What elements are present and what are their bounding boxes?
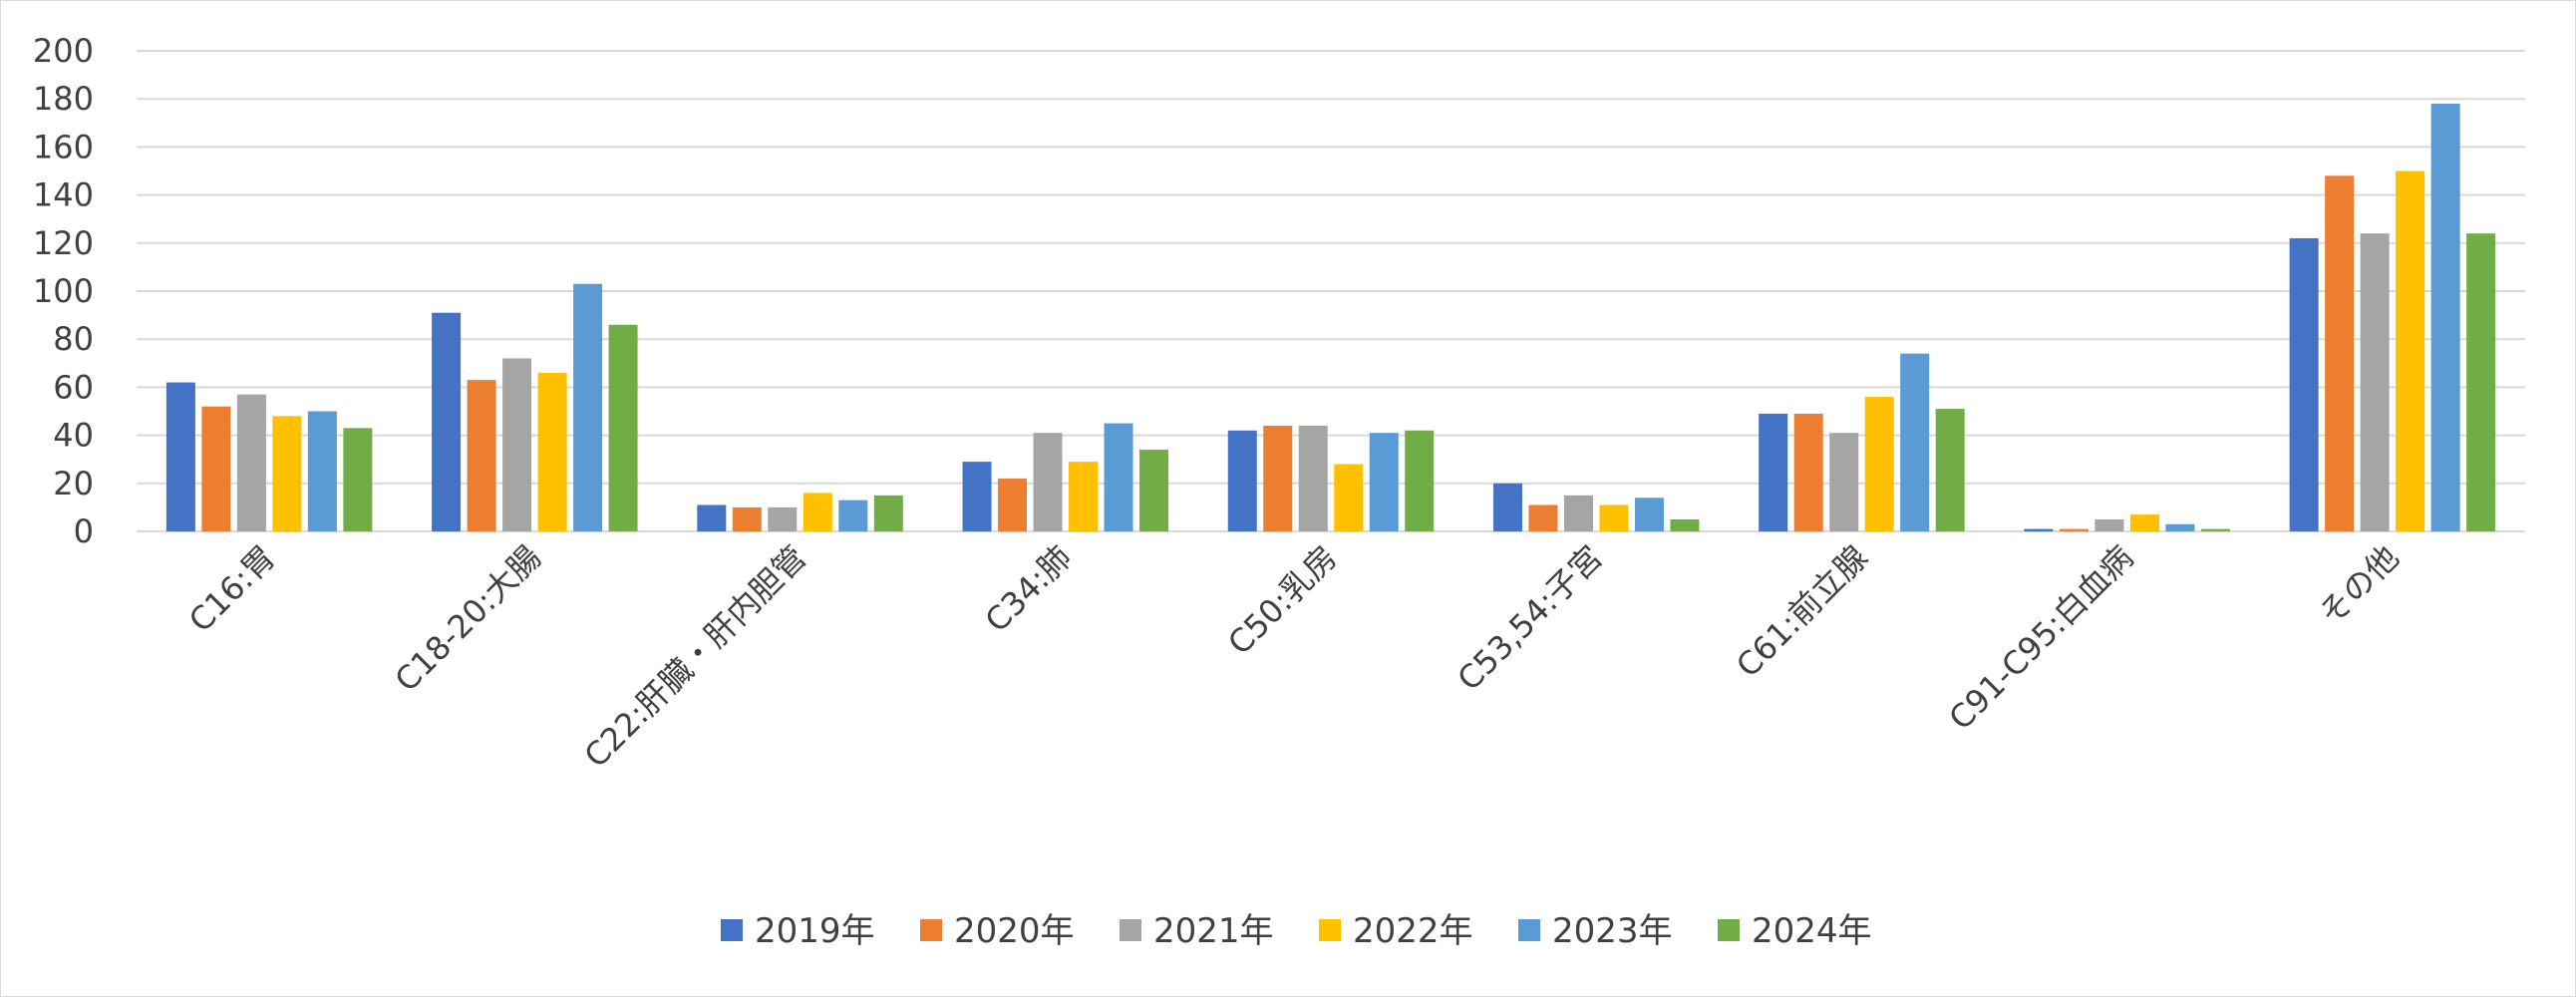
y-tick-label: 140	[33, 176, 94, 214]
legend-label: 2020年	[954, 911, 1075, 951]
x-category-label: C50:乳房	[1220, 538, 1344, 662]
bar	[1900, 353, 1930, 531]
legend-label: 2022年	[1353, 911, 1473, 951]
bar	[1334, 464, 1364, 531]
bar	[2094, 518, 2124, 531]
x-category-label: その他	[2312, 538, 2407, 633]
bar	[573, 283, 603, 531]
bar	[165, 382, 195, 531]
bar	[838, 499, 868, 531]
bar	[962, 462, 992, 531]
legend-swatch	[920, 919, 942, 941]
bar	[1492, 483, 1522, 531]
bar	[1793, 413, 1823, 531]
bar	[998, 478, 1028, 531]
bar	[2165, 523, 2195, 531]
y-axis-tick-labels: 0 20 40 60 80 100 120 140 160 180 200	[33, 32, 94, 550]
y-tick-label: 180	[33, 80, 94, 118]
bar	[2430, 104, 2460, 532]
bar	[272, 416, 302, 531]
bar	[1033, 433, 1063, 531]
bar	[697, 504, 727, 531]
bar	[467, 380, 496, 531]
bars	[165, 104, 2496, 532]
bar	[1670, 518, 1700, 531]
bar	[1405, 430, 1435, 531]
bar	[608, 324, 638, 531]
legend-label: 2019年	[755, 911, 875, 951]
y-tick-label: 80	[53, 320, 94, 358]
legend-swatch	[1518, 919, 1540, 941]
bar	[201, 406, 231, 531]
bar	[2396, 170, 2425, 531]
bar	[1829, 433, 1859, 531]
bar	[2059, 528, 2089, 531]
x-category-label: C22:肝臓・肝内胆管	[577, 538, 813, 775]
x-category-label: C53,54:子宮	[1450, 538, 1610, 698]
bar	[2200, 528, 2230, 531]
bar	[1263, 425, 1293, 531]
y-tick-label: 60	[53, 368, 94, 406]
gridlines	[137, 50, 2525, 532]
bar	[873, 495, 903, 531]
bar	[1935, 409, 1965, 531]
bar	[1563, 495, 1593, 531]
legend: 2019年 2020年 2021年 2022年 2023年 2024年	[721, 911, 1872, 951]
bar	[803, 493, 832, 531]
bar	[2466, 233, 2496, 531]
bar	[1599, 504, 1629, 531]
bar	[1298, 425, 1328, 531]
x-category-label: C18-20:大腸	[388, 538, 548, 699]
bar	[1227, 430, 1257, 531]
bar	[1104, 423, 1133, 531]
x-category-label: C91-C95:白血病	[1942, 538, 2141, 738]
bar	[537, 372, 567, 531]
bar	[2129, 514, 2159, 531]
bar	[1759, 413, 1788, 531]
legend-label: 2024年	[1752, 911, 1872, 951]
y-tick-label: 100	[33, 272, 94, 310]
bar	[432, 312, 462, 531]
x-category-label: C16:胃	[181, 538, 283, 640]
x-category-label: C34:肺	[978, 538, 1080, 640]
x-axis-category-labels: C16:胃 C18-20:大腸 C22:肝臓・肝内胆管 C34:肺 C50:乳房 C53,…	[181, 538, 2407, 775]
bar	[502, 358, 532, 531]
y-tick-label: 200	[33, 32, 94, 70]
bar	[2325, 175, 2355, 531]
bar	[2024, 528, 2054, 531]
y-tick-label: 0	[74, 512, 94, 550]
bar	[1864, 397, 1894, 531]
legend-swatch	[721, 919, 743, 941]
legend-swatch	[1120, 919, 1141, 941]
bar	[1139, 450, 1169, 531]
bar	[2289, 237, 2319, 532]
legend-swatch	[1319, 919, 1341, 941]
y-tick-label: 40	[53, 417, 94, 455]
y-tick-label: 20	[53, 465, 94, 502]
bar	[1634, 498, 1664, 531]
legend-swatch	[1718, 919, 1740, 941]
y-tick-label: 160	[33, 128, 94, 166]
bar	[1369, 433, 1399, 531]
bar	[768, 506, 798, 531]
legend-label: 2021年	[1153, 911, 1274, 951]
bar	[2360, 233, 2390, 531]
x-category-label: C61:前立腺	[1729, 538, 1875, 685]
legend-label: 2023年	[1552, 911, 1673, 951]
bar	[1069, 462, 1099, 531]
y-tick-label: 120	[33, 224, 94, 262]
bar	[343, 428, 373, 531]
bar	[236, 394, 266, 531]
bar	[732, 506, 762, 531]
bar	[307, 411, 337, 531]
bar	[1528, 504, 1558, 531]
